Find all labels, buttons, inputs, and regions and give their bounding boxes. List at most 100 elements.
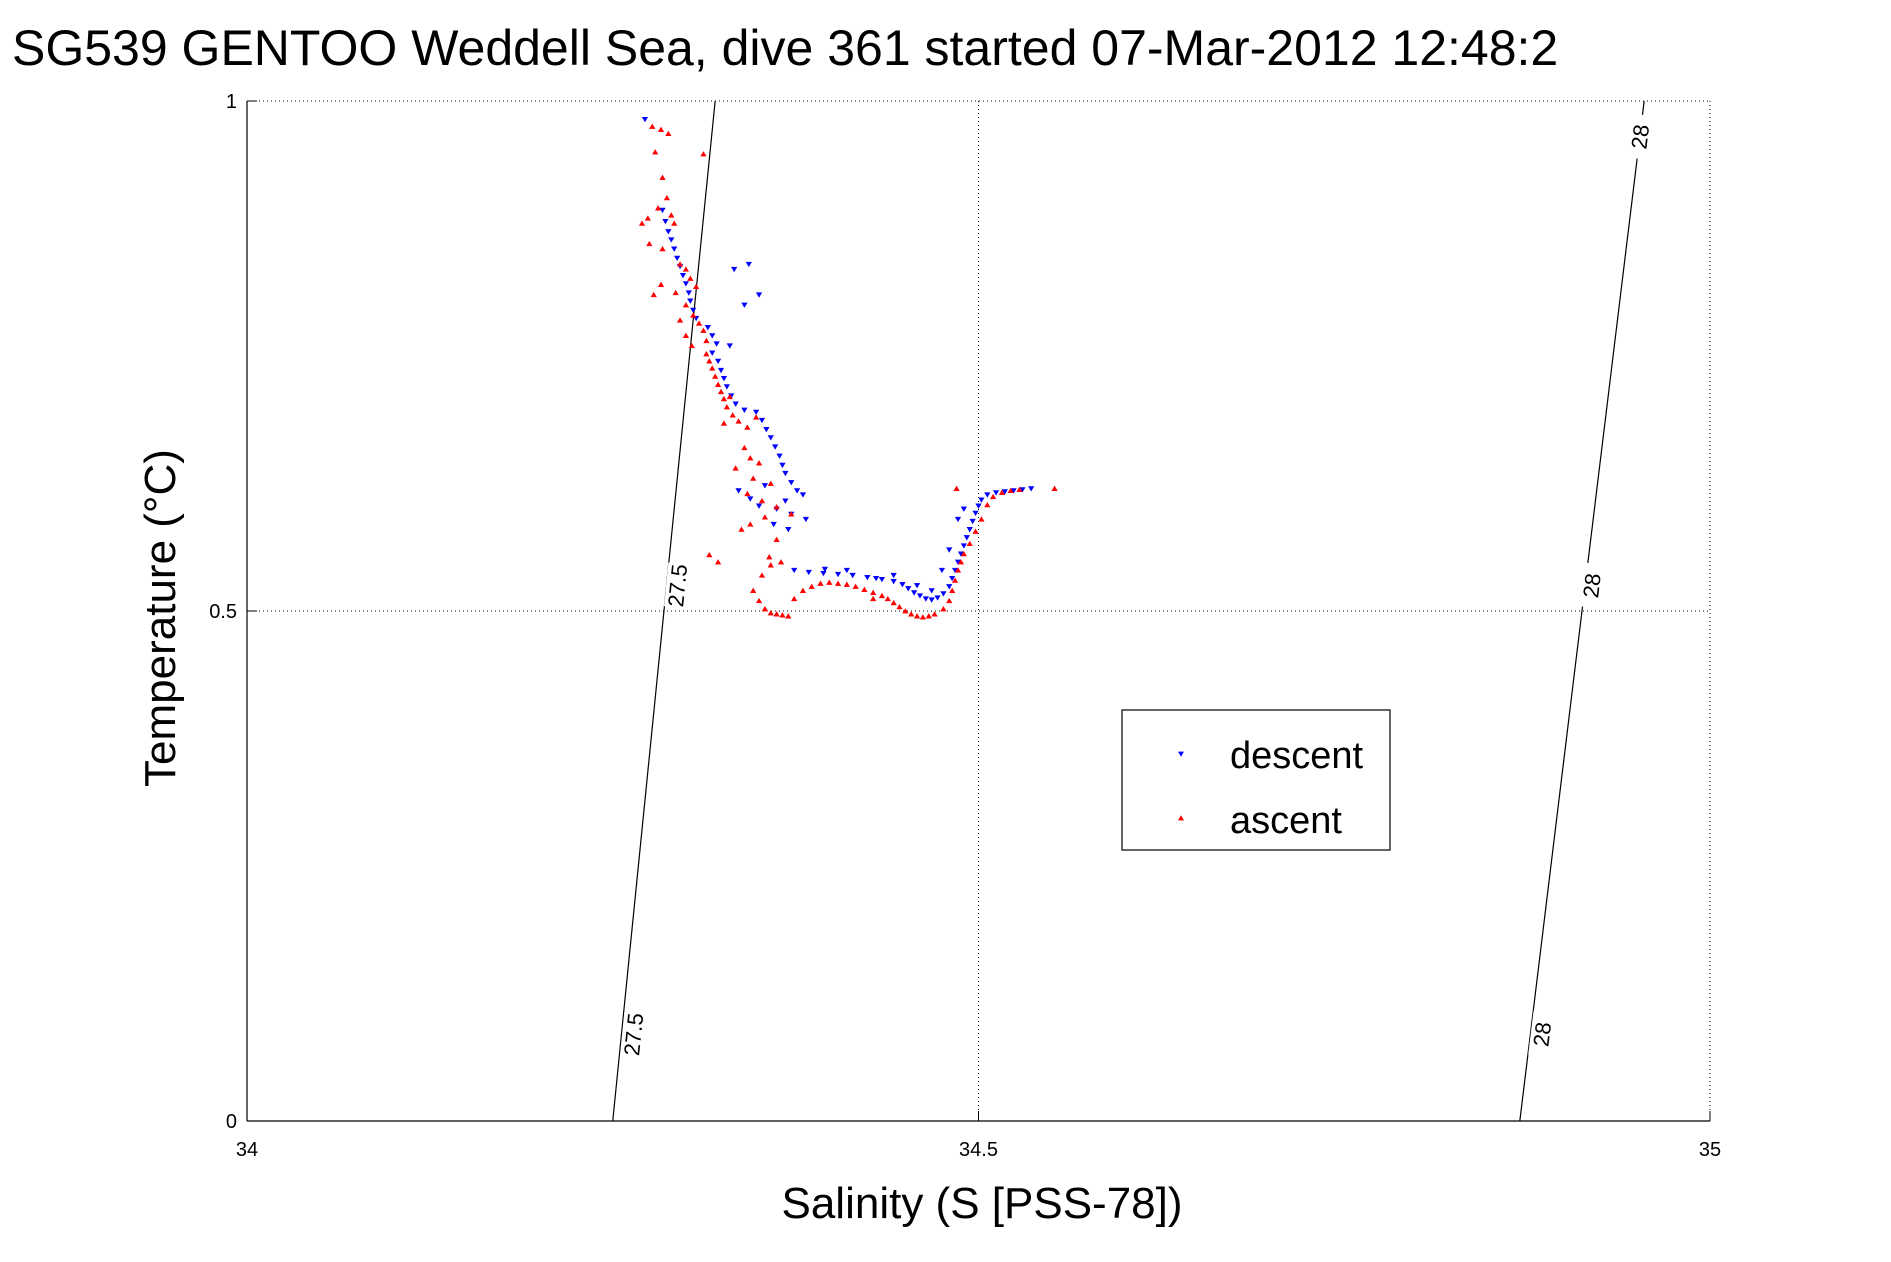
descent-point <box>872 575 880 582</box>
descent-point <box>671 246 678 252</box>
ascent-point <box>709 365 716 371</box>
ascent-point <box>773 536 780 542</box>
descent-point <box>916 593 924 599</box>
descent-point <box>911 590 918 596</box>
descent-point <box>922 596 929 602</box>
descent-point <box>735 488 742 494</box>
ascent-point <box>706 551 713 558</box>
ascent-point <box>712 373 719 379</box>
legend-marker-ascent <box>1178 815 1184 821</box>
ascent-point <box>779 612 786 618</box>
ascent-point <box>706 358 713 364</box>
ascent-point <box>826 579 833 585</box>
descent-point <box>791 567 798 574</box>
ascent-point <box>750 587 757 593</box>
ascent-point <box>747 521 754 527</box>
descent-point <box>849 572 856 579</box>
ascent-point <box>954 567 962 573</box>
descent-point <box>741 302 748 308</box>
ascent-point <box>870 589 877 596</box>
ascent-point <box>638 220 646 226</box>
ascent-point <box>720 420 728 426</box>
descent-point <box>782 470 789 477</box>
isopycnal-label: 28 <box>1578 572 1606 599</box>
descent-point <box>954 516 962 523</box>
descent-point <box>662 218 669 225</box>
descent-point <box>963 535 970 541</box>
x-tick-label: 34 <box>236 1139 258 1161</box>
ascent-point <box>668 212 675 218</box>
descent-point <box>788 480 795 486</box>
legend-label-ascent: ascent <box>1230 800 1342 842</box>
descent-point <box>785 527 792 533</box>
descent-point <box>709 333 716 339</box>
ascent-point <box>741 444 748 451</box>
descent-point <box>1001 489 1008 495</box>
ascent-point <box>908 611 915 617</box>
ascent-point <box>650 291 657 298</box>
ascent-point <box>738 526 745 532</box>
ascent-point <box>852 583 859 589</box>
ascent-point <box>834 580 842 586</box>
descent-point <box>928 588 935 594</box>
ascent-point <box>755 597 763 604</box>
ascent-point <box>659 245 666 252</box>
descent-point <box>799 492 807 498</box>
descent-point <box>905 586 912 592</box>
ascent-point <box>671 220 678 226</box>
axes-frame <box>246 100 1711 1122</box>
ascent-point <box>884 595 891 602</box>
descent-point <box>779 462 786 469</box>
descent-point <box>834 571 842 578</box>
descent-point <box>714 358 722 365</box>
ascent-point <box>870 595 877 602</box>
ascent-point <box>949 587 956 593</box>
ascent-point <box>777 559 785 565</box>
descent-point <box>723 384 730 390</box>
ascent-point <box>687 275 694 281</box>
descent-point <box>641 116 649 123</box>
descent-point <box>949 575 956 582</box>
ascent-point <box>682 332 690 338</box>
descent-point <box>864 574 871 581</box>
isopycnal-label-bg <box>1626 113 1654 160</box>
isopycnal-label: 27.5 <box>619 1012 648 1057</box>
ascent-point <box>758 497 766 504</box>
legend-label-descent: descent <box>1230 735 1364 777</box>
ascent-point <box>644 215 651 221</box>
ascent-point <box>966 540 973 547</box>
ascent-point <box>990 493 997 500</box>
descent-point <box>717 367 725 374</box>
ascent-point <box>946 597 953 604</box>
ascent-point <box>1051 485 1058 491</box>
ascent-point <box>767 480 774 486</box>
descent-point <box>770 521 777 528</box>
descent-point <box>960 506 967 512</box>
descent-point <box>776 453 783 459</box>
descent-point <box>755 503 763 509</box>
ascent-point <box>703 351 710 357</box>
ascent-point <box>729 412 736 418</box>
ascent-point <box>723 404 730 410</box>
x-tick-labels: 34 34.5 35 <box>236 1139 1721 1161</box>
descent-point <box>782 498 789 504</box>
descent-point <box>940 591 947 597</box>
legend-box <box>1121 709 1391 851</box>
ascent-point <box>717 388 725 395</box>
isopycnal-label-bg <box>620 1011 647 1058</box>
ascent-point <box>665 130 672 137</box>
ascent-point <box>652 149 659 155</box>
ascent-point <box>957 559 965 565</box>
ascent-point <box>755 460 763 466</box>
ascent-point <box>902 608 909 614</box>
isopycnal-label-bg <box>663 562 691 609</box>
ascent-point <box>953 485 960 491</box>
ascent-point <box>951 577 959 583</box>
ascent-point <box>761 606 769 612</box>
descent-point <box>758 417 766 424</box>
isopycnal-label: 27.5 <box>663 563 692 608</box>
descent-point <box>713 341 720 347</box>
ascent-point <box>817 580 824 586</box>
descent-point <box>747 496 754 502</box>
